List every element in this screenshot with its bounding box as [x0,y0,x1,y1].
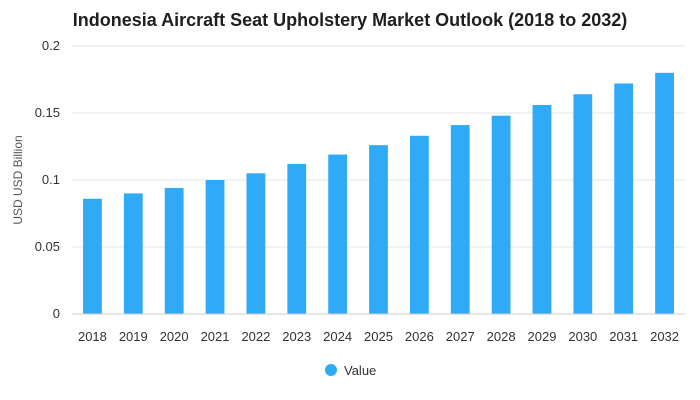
legend[interactable]: Value [325,363,376,378]
legend-swatch-value[interactable] [325,364,337,376]
bar-2027[interactable] [450,125,470,314]
y-tick-label: 0.1 [42,172,60,187]
y-tick-label: 0.2 [42,38,60,53]
x-tick-label: 2029 [528,329,557,344]
x-tick-label: 2021 [201,329,230,344]
x-tick-label: 2019 [119,329,148,344]
bar-2028[interactable] [491,115,511,315]
chart-title: Indonesia Aircraft Seat Upholstery Marke… [73,10,628,30]
x-tick-label: 2028 [487,329,516,344]
x-tick-label: 2026 [405,329,434,344]
bar-2024[interactable] [328,154,348,314]
y-tick-label: 0.05 [35,239,60,254]
bars [83,72,674,315]
bar-2025[interactable] [369,145,388,314]
x-tick-label: 2030 [568,329,597,344]
bar-2018[interactable] [83,198,102,314]
x-tick-label: 2024 [323,329,352,344]
x-tick-label: 2031 [609,329,638,344]
bar-2019[interactable] [123,193,143,314]
bar-2023[interactable] [287,163,307,314]
bar-2032[interactable] [655,72,674,314]
x-tick-label: 2020 [160,329,189,344]
x-tick-label: 2025 [364,329,393,344]
x-tick-label: 2032 [650,329,679,344]
x-tick-label: 2018 [78,329,107,344]
bar-2030[interactable] [573,94,593,315]
y-axis-title: USD USD Billion [11,135,25,224]
y-tick-label: 0.15 [35,105,60,120]
bar-2031[interactable] [614,83,634,315]
bar-2029[interactable] [532,104,552,315]
bar-2020[interactable] [164,188,184,314]
bar-2026[interactable] [409,135,429,314]
x-tick-label: 2023 [282,329,311,344]
x-tick-label: 2027 [446,329,475,344]
x-axis-ticks: 2018 2019 2020 2021 2022 2023 2024 2025 2026 2027… [78,329,679,344]
y-tick-label: 0 [53,306,60,321]
bar-2021[interactable] [205,180,225,314]
y-axis-ticks: 0 0.05 0.1 0.15 0.2 [35,38,60,321]
bar-2022[interactable] [246,173,266,314]
legend-label-value[interactable]: Value [344,363,376,378]
x-tick-label: 2022 [241,329,270,344]
